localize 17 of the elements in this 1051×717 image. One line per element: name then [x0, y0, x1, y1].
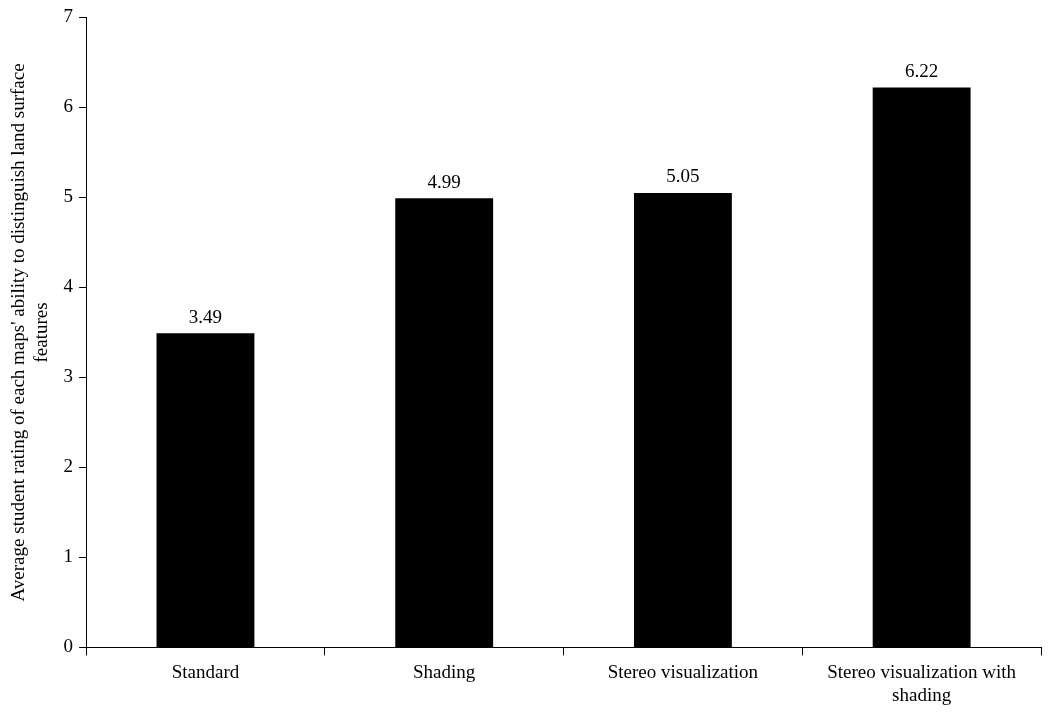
- x-tick-label: Standard: [171, 660, 240, 682]
- x-tick-label: Stereo visualization: [607, 660, 759, 682]
- y-axis-title: Average student rating of each maps' ability to distinguish land surface features: [7, 63, 52, 602]
- y-tick-label: 6: [63, 95, 74, 117]
- data-label: 4.99: [427, 170, 461, 192]
- y-tick-label: 2: [63, 455, 74, 477]
- data-label: 5.05: [666, 165, 700, 187]
- y-tick-label: 0: [63, 635, 74, 657]
- x-tick-label: Stereo visualization with shading: [827, 660, 1017, 705]
- data-label: 6.22: [905, 60, 939, 82]
- y-tick-label: 4: [63, 275, 74, 297]
- x-tick-label: Shading: [413, 660, 476, 682]
- y-tick-label: 1: [63, 545, 74, 567]
- y-tick-label: 7: [63, 5, 74, 27]
- data-label: 3.49: [188, 305, 223, 327]
- y-tick-label: 5: [63, 185, 74, 207]
- y-tick-label: 3: [63, 365, 74, 387]
